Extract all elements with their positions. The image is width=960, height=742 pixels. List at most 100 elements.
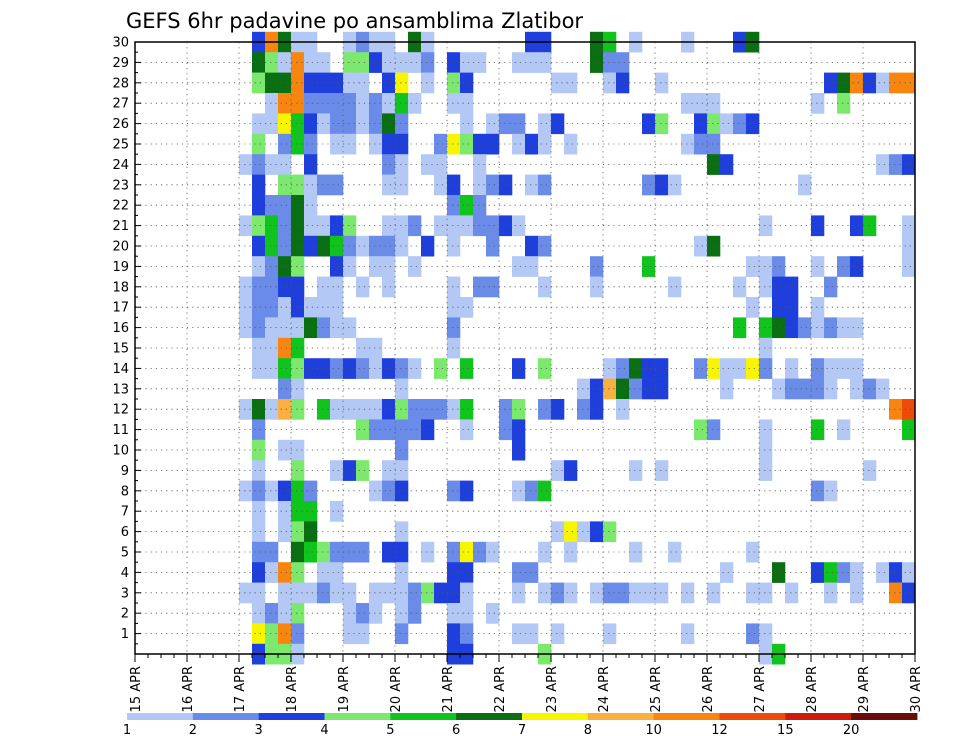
heatmap-cell — [811, 93, 825, 114]
heatmap-cell — [837, 256, 851, 277]
heatmap-cell — [434, 154, 448, 175]
colorbar-swatch — [653, 713, 720, 720]
heatmap-cell — [395, 562, 409, 583]
heatmap-cell — [252, 215, 266, 237]
heatmap-cell — [447, 297, 461, 318]
heatmap-cell — [343, 52, 357, 73]
heatmap-cell — [460, 133, 474, 155]
x-tick-label: 29 APR — [857, 666, 872, 712]
heatmap-cell — [863, 378, 877, 400]
y-tick-label: 21 — [112, 219, 129, 234]
heatmap-cell — [395, 174, 409, 196]
heatmap-cell — [356, 399, 370, 420]
heatmap-cell — [720, 113, 734, 135]
x-tick-label: 25 APR — [649, 666, 664, 712]
colorbar-swatch — [390, 713, 457, 720]
heatmap-cell — [694, 235, 708, 257]
heatmap-cell — [863, 460, 877, 481]
heatmap-cell — [252, 562, 266, 583]
heatmap-cell — [395, 72, 409, 94]
heatmap-cell — [434, 215, 448, 237]
heatmap-cell — [382, 276, 396, 298]
heatmap-cell — [707, 93, 721, 114]
heatmap-cell — [785, 276, 799, 298]
heatmap-cell — [876, 378, 890, 400]
heatmap-cell — [343, 358, 357, 379]
heatmap-cell — [330, 460, 344, 481]
heatmap-cell — [291, 195, 305, 216]
heatmap-cell — [486, 276, 500, 298]
heatmap-cell — [265, 358, 279, 379]
heatmap-cell — [408, 215, 422, 237]
heatmap-cell — [252, 174, 266, 196]
heatmap-cell — [330, 276, 344, 298]
heatmap-cell — [291, 521, 305, 543]
heatmap-cell — [902, 582, 916, 604]
heatmap-cell — [343, 603, 357, 624]
heatmap-cell — [239, 154, 253, 175]
heatmap-cell — [486, 133, 500, 155]
heatmap-cell — [811, 256, 825, 277]
heatmap-cell — [694, 358, 708, 379]
heatmap-cell — [343, 317, 357, 339]
heatmap-cell — [551, 72, 565, 94]
heatmap-cell — [369, 113, 383, 135]
heatmap-cell — [382, 52, 396, 73]
heatmap-cell — [278, 501, 292, 522]
heatmap-cell — [785, 297, 799, 318]
heatmap-cell — [655, 174, 669, 196]
heatmap-cell — [252, 623, 266, 645]
heatmap-cell — [304, 582, 318, 604]
heatmap-cell — [317, 174, 331, 196]
heatmap-cell — [304, 480, 318, 502]
heatmap-cell — [239, 480, 253, 502]
heatmap-cell — [603, 521, 617, 543]
heatmap-cell — [291, 541, 305, 563]
heatmap-cell — [525, 480, 539, 502]
heatmap-cell — [512, 358, 526, 379]
heatmap-cell — [265, 480, 279, 502]
heatmap-cell — [330, 297, 344, 318]
heatmap-cell — [356, 337, 370, 359]
heatmap-cell — [382, 113, 396, 135]
heatmap-cell — [889, 154, 903, 175]
heatmap-cell — [356, 93, 370, 114]
heatmap-cell — [291, 582, 305, 604]
heatmap-cell — [447, 276, 461, 298]
heatmap-cell — [694, 93, 708, 114]
heatmap-cell — [681, 93, 695, 114]
y-tick-label: 10 — [112, 444, 129, 459]
heatmap-cell — [447, 623, 461, 645]
heatmap-cell — [473, 195, 487, 216]
heatmap-cell — [837, 93, 851, 114]
heatmap-cell — [551, 399, 565, 420]
colorbar-swatch — [127, 713, 194, 720]
heatmap-cell — [317, 399, 331, 420]
heatmap-cell — [382, 419, 396, 441]
heatmap-cell — [421, 419, 435, 441]
heatmap-cell — [538, 52, 552, 73]
heatmap-cell — [421, 72, 435, 94]
y-tick-label: 14 — [112, 362, 129, 377]
heatmap-cell — [408, 419, 422, 441]
heatmap-cell — [291, 93, 305, 114]
heatmap-cell — [291, 358, 305, 379]
heatmap-cell — [759, 460, 773, 481]
heatmap-cell — [278, 235, 292, 257]
heatmap-cell — [265, 317, 279, 339]
heatmap-cell — [369, 480, 383, 502]
heatmap-cell — [538, 399, 552, 420]
y-tick-label: 27 — [112, 97, 129, 112]
heatmap-cell — [265, 256, 279, 277]
heatmap-cell — [343, 72, 357, 94]
heatmap-cell — [291, 603, 305, 624]
heatmap-cell — [460, 297, 474, 318]
heatmap-cell — [668, 541, 682, 563]
heatmap-cell — [889, 562, 903, 583]
heatmap-cell — [252, 113, 266, 135]
heatmap-cell — [369, 52, 383, 73]
heatmap-cell — [824, 562, 838, 583]
heatmap-cell — [278, 439, 292, 461]
heatmap-cell — [850, 215, 864, 237]
heatmap-cell — [616, 582, 630, 604]
